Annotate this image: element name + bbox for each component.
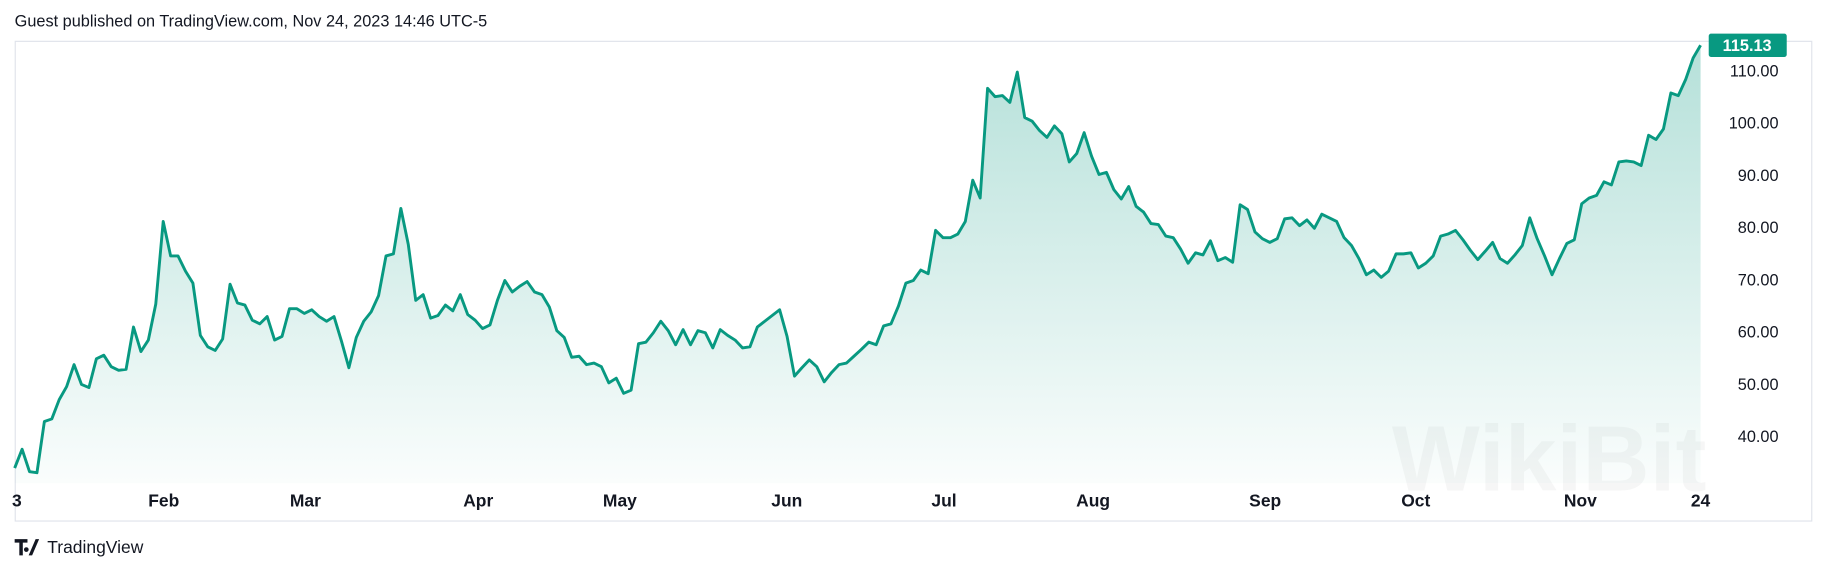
- last-price-label: 115.13: [1723, 37, 1772, 55]
- x-tick-label: Sep: [1249, 490, 1281, 510]
- x-tick-label: 3: [12, 490, 22, 510]
- chart-frame: [14, 40, 1813, 522]
- brand: TradingView: [47, 537, 143, 557]
- x-tick-label: Jun: [771, 490, 802, 510]
- x-tick-label: Apr: [463, 490, 493, 510]
- publish-info: Guest published on TradingView.com, Nov …: [15, 12, 488, 30]
- x-tick-label: Aug: [1076, 490, 1110, 510]
- x-tick-label: 24: [1691, 490, 1711, 510]
- x-tick-label: Jul: [931, 490, 956, 510]
- x-tick-label: Feb: [148, 490, 179, 510]
- area-fill: [14, 45, 1701, 484]
- y-tick-label: 80.00: [1738, 219, 1779, 237]
- y-tick-label: 60.00: [1738, 324, 1779, 342]
- x-tick-label: May: [603, 490, 637, 510]
- price-line: [13, 44, 1702, 475]
- y-tick-label: 110.00: [1730, 62, 1779, 80]
- logo: [14, 539, 40, 556]
- x-tick-label: Mar: [290, 490, 321, 510]
- x-tick-label: Nov: [1564, 490, 1597, 510]
- y-tick-label: 100.00: [1729, 115, 1779, 133]
- y-tick-label: 50.00: [1738, 376, 1779, 394]
- y-tick-label: 70.00: [1738, 271, 1779, 289]
- x-tick-label: Oct: [1401, 490, 1430, 510]
- plot: 40.00 50.00 60.00 70.00 80.00 90.00 100.00 110.…: [12, 33, 1787, 521]
- y-tick-label: 40.00: [1738, 428, 1779, 446]
- last-price-badge: [1708, 33, 1787, 57]
- y-tick-label: 90.00: [1738, 167, 1779, 185]
